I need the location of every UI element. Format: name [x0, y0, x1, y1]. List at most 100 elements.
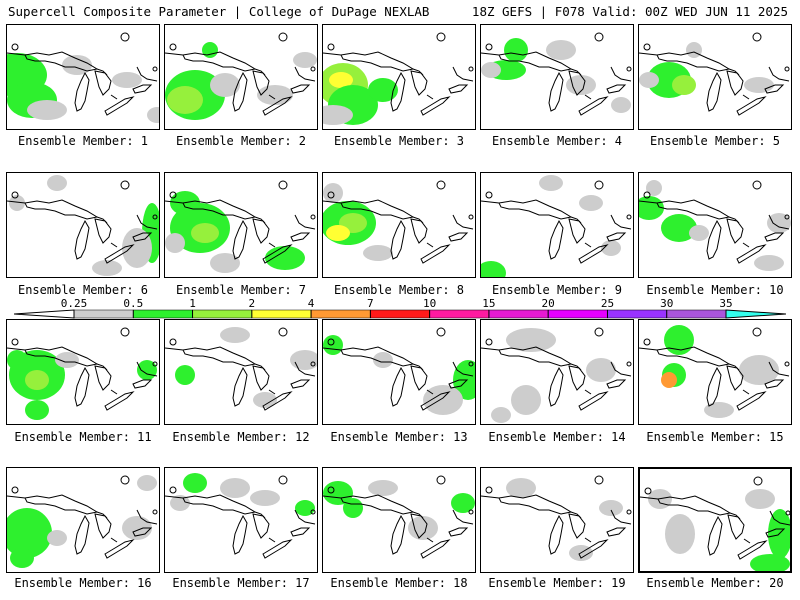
ensemble-panel[interactable]: [164, 319, 318, 425]
scp-contour: [293, 52, 317, 68]
ensemble-member-label: Ensemble Member: 5: [649, 134, 781, 148]
ensemble-member-label: Ensemble Member: 2: [175, 134, 307, 148]
lake-outline: [232, 366, 248, 407]
lake-outline: [390, 366, 406, 407]
island-outline: [152, 66, 158, 72]
border-line: [110, 242, 118, 248]
lake-outline: [390, 219, 406, 260]
lake-outline: [24, 494, 99, 515]
border-line: [768, 361, 790, 377]
ensemble-panel[interactable]: [164, 172, 318, 278]
island-outline: [152, 509, 158, 515]
island-outline: [594, 327, 604, 337]
ensemble-member-label: Ensemble Member: 10: [646, 283, 784, 297]
ensemble-map: [7, 175, 159, 276]
border-line: [323, 52, 342, 56]
ensemble-member-label: Ensemble Member: 19: [488, 576, 626, 590]
island-outline: [485, 191, 493, 199]
scp-contour: [661, 214, 697, 242]
ensemble-panel[interactable]: [6, 172, 160, 278]
lake-outline: [548, 71, 564, 112]
ensemble-panel[interactable]: [164, 467, 318, 573]
border-line: [743, 538, 751, 544]
border-line: [452, 66, 474, 82]
lake-outline: [262, 244, 293, 264]
color-scale-bar: 0.25 0.5 1 2 4 7 10 15 20 25 30 35: [14, 298, 786, 319]
ensemble-panel[interactable]: [6, 24, 160, 130]
scp-contour: [290, 350, 317, 370]
ensemble-panel[interactable]: [6, 319, 160, 425]
lake-outline: [132, 379, 153, 389]
border-line: [294, 66, 316, 82]
colorbar-tick-label: 25: [601, 298, 614, 310]
scp-contour: [147, 107, 159, 123]
island-outline: [752, 327, 762, 337]
lake-outline: [578, 244, 609, 264]
ensemble-panel[interactable]: [164, 24, 318, 130]
border-line: [96, 511, 108, 519]
border-line: [639, 52, 658, 56]
border-line: [412, 363, 424, 371]
lake-outline: [548, 514, 564, 555]
lake-outline: [94, 513, 112, 539]
ensemble-map: [639, 180, 791, 271]
lake-outline: [94, 70, 112, 96]
ensemble-panel[interactable]: [480, 467, 634, 573]
lake-outline: [104, 391, 135, 411]
ensemble-panel[interactable]: [322, 172, 476, 278]
lake-outline: [252, 365, 270, 391]
scp-contour: [220, 327, 250, 343]
island-outline: [468, 66, 474, 72]
island-outline: [626, 214, 632, 220]
island-outline: [626, 361, 632, 367]
border-line: [165, 347, 184, 351]
ensemble-panel[interactable]: [322, 24, 476, 130]
lake-outline: [290, 84, 311, 94]
ensemble-panel[interactable]: [480, 172, 634, 278]
colorbar-tick-label: 0.25: [61, 298, 88, 310]
lake-outline: [578, 391, 609, 411]
island-outline: [11, 191, 19, 199]
scp-contour: [210, 253, 240, 273]
scp-contour: [672, 75, 696, 95]
lake-outline: [410, 70, 428, 96]
island-outline: [11, 338, 19, 346]
island-outline: [468, 361, 474, 367]
scp-contour: [62, 55, 92, 75]
border-line: [426, 389, 434, 395]
scp-contour: [122, 228, 152, 268]
island-outline: [152, 361, 158, 367]
lake-outline: [24, 199, 99, 220]
lake-outline: [410, 218, 428, 244]
ensemble-map: [7, 475, 158, 568]
lake-outline: [606, 232, 627, 242]
border-line: [412, 216, 424, 224]
lake-outline: [420, 539, 451, 559]
lake-outline: [182, 199, 257, 220]
colorbar-tick-label: 20: [542, 298, 555, 310]
ensemble-panel[interactable]: [322, 319, 476, 425]
colorbar-tick-label: 30: [660, 298, 673, 310]
ensemble-panel[interactable]: [638, 24, 792, 130]
ensemble-member-label: Ensemble Member: 14: [488, 430, 626, 444]
ensemble-panel[interactable]: [638, 467, 792, 573]
scp-contour: [112, 72, 142, 88]
lake-outline: [94, 218, 112, 244]
border-line: [426, 242, 434, 248]
lake-outline: [262, 391, 293, 411]
border-line: [7, 495, 26, 499]
scp-contour: [363, 245, 393, 261]
lake-outline: [726, 70, 744, 96]
ensemble-panel[interactable]: [480, 319, 634, 425]
lake-outline: [252, 513, 270, 539]
ensemble-panel[interactable]: [322, 467, 476, 573]
ensemble-panel[interactable]: [638, 172, 792, 278]
island-outline: [485, 486, 493, 494]
scp-contour: [586, 358, 616, 382]
scp-contour: [504, 38, 528, 62]
ensemble-map: [481, 32, 632, 116]
lake-outline: [290, 379, 311, 389]
ensemble-panel[interactable]: [480, 24, 634, 130]
ensemble-panel[interactable]: [638, 319, 792, 425]
ensemble-panel[interactable]: [6, 467, 160, 573]
